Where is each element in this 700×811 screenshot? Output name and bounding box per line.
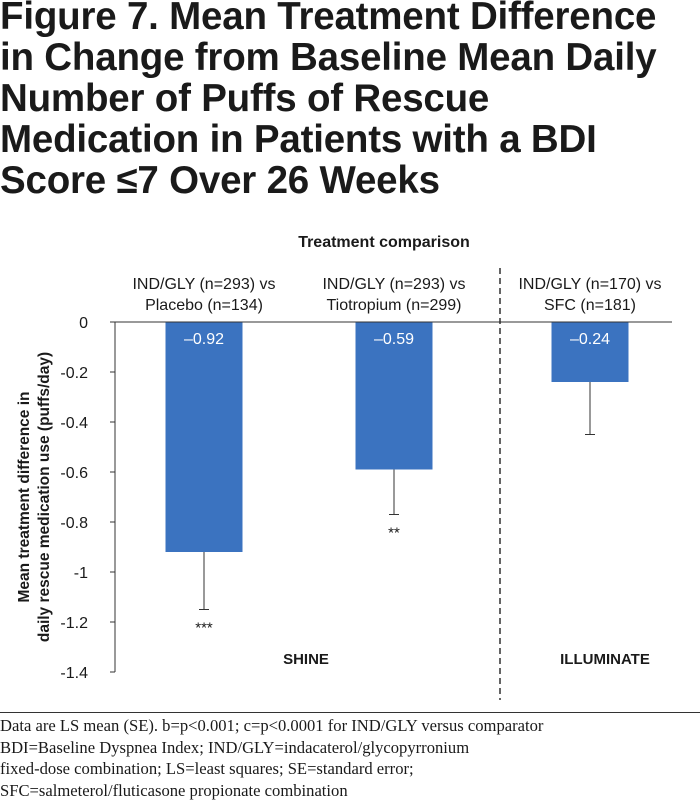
footnote-line: SFC=salmeterol/fluticasone propionate co… [0, 780, 348, 800]
bar [551, 322, 629, 382]
y-axis-title-line: Mean treatment difference in [16, 391, 33, 602]
footnote-line: Data are LS mean (SE). b=p<0.001; c=p<0.… [0, 716, 544, 735]
bar-value-label: –0.59 [374, 331, 414, 348]
study-group-label: SHINE [283, 651, 329, 668]
y-axis-label: Mean treatment difference in daily rescue… [16, 352, 53, 642]
category-label: SFC (n=181) [544, 297, 636, 314]
significance-marker: *** [195, 620, 213, 637]
y-axis-title-line: daily rescue medication use (puffs/day) [36, 352, 53, 642]
y-tick-label: -0.2 [60, 365, 88, 382]
y-tick-label: -0.6 [60, 465, 88, 482]
y-tick-label: -1 [74, 565, 88, 582]
y-tick-label: 0 [79, 315, 88, 332]
footnote-line: BDI=Baseline Dyspnea Index; IND/GLY=inda… [0, 737, 470, 757]
y-tick-label: -1.2 [60, 615, 88, 632]
bar-value-label: –0.92 [184, 331, 224, 348]
study-group-label: ILLUMINATE [560, 651, 650, 668]
significance-marker: ** [388, 525, 400, 542]
footnote: Data are LS mean (SE). b=p<0.001; c=p<0.… [0, 712, 700, 801]
y-tick-label: -1.4 [60, 665, 88, 682]
y-axis-title: Mean treatment difference in daily rescue… [16, 352, 53, 642]
y-tick-label: -0.4 [60, 415, 88, 432]
category-label: Tiotropium (n=299) [326, 297, 461, 314]
bar [355, 322, 433, 470]
category-label: IND/GLY (n=293) vs [322, 276, 465, 293]
category-label: IND/GLY (n=170) vs [518, 276, 661, 293]
category-label: Placebo (n=134) [145, 297, 263, 314]
bar-value-label: –0.24 [570, 331, 610, 348]
chart-title: Treatment comparison [298, 234, 470, 251]
y-tick-label: -0.8 [60, 515, 88, 532]
bar [165, 322, 243, 552]
figure-title: Figure 7. Mean Treatment Difference in C… [0, 0, 657, 202]
bar-chart: Treatment comparison Mean treatment diff… [16, 234, 672, 700]
category-label: IND/GLY (n=293) vs [132, 276, 275, 293]
footnote-line: fixed-dose combination; LS=least squares… [0, 759, 414, 778]
